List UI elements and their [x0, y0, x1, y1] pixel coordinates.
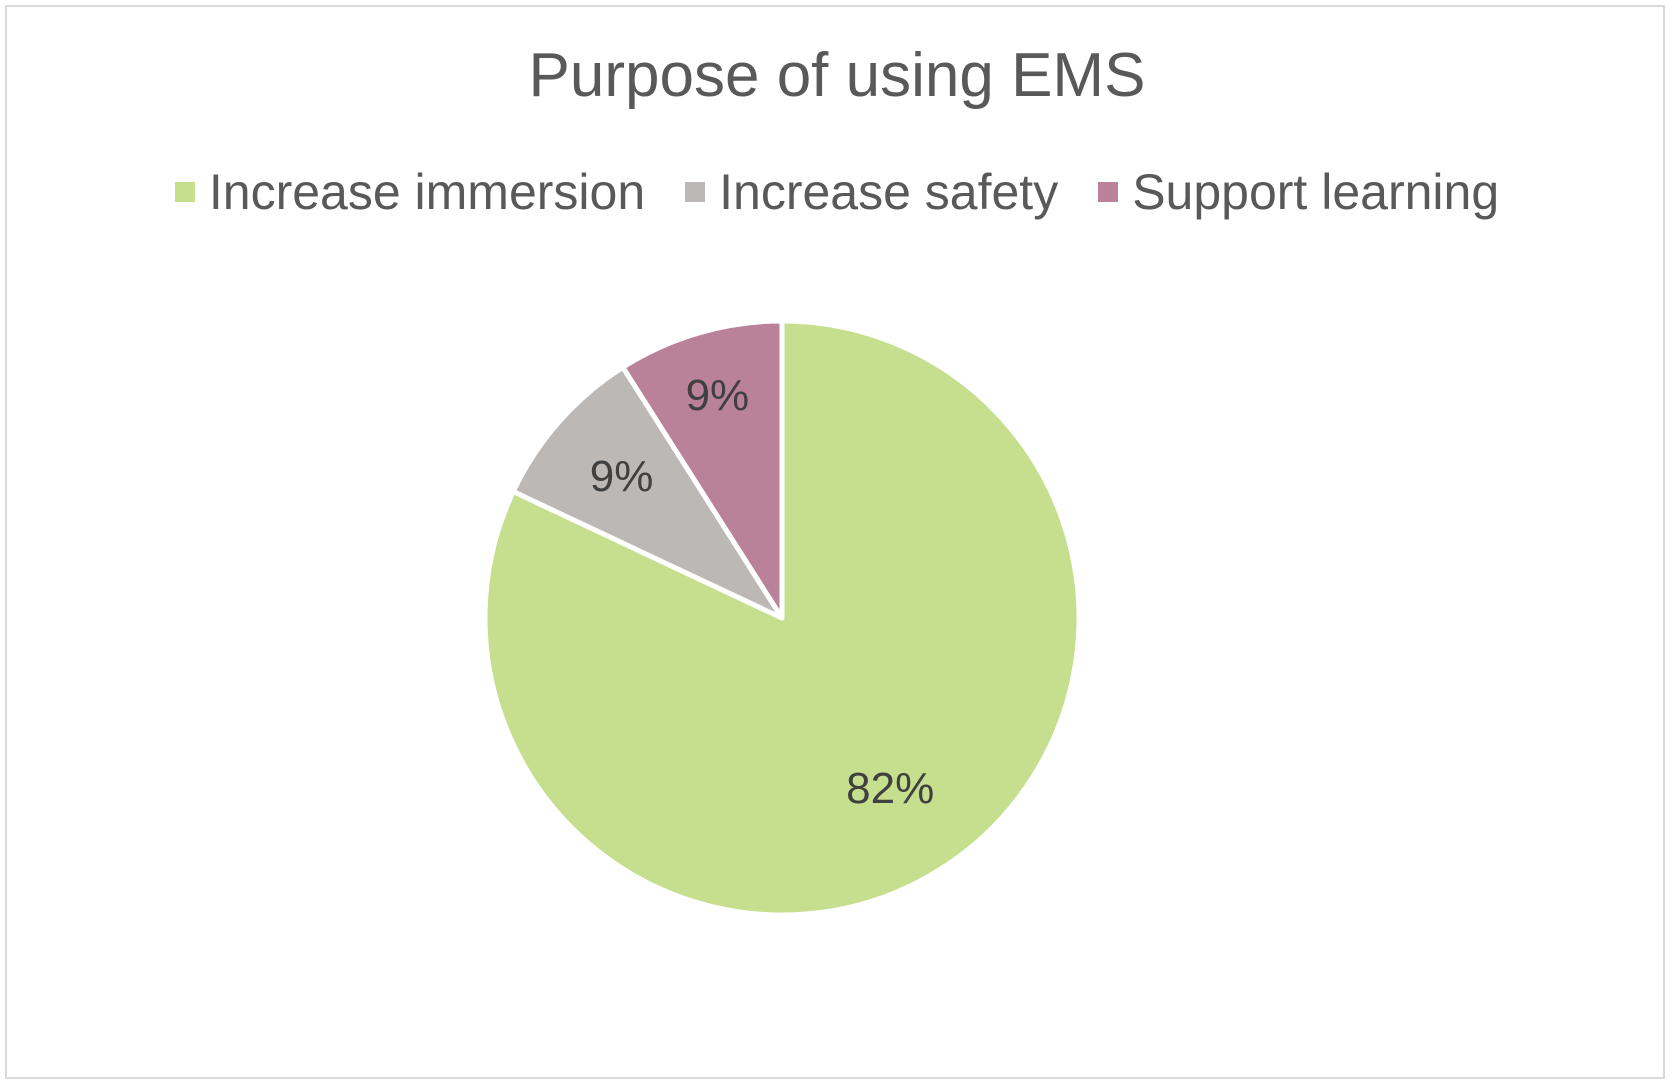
pie-slice-increase-immersion: [482, 318, 1082, 918]
pie-slice-increase-safety: [510, 364, 785, 621]
legend-item-increase-safety: Increase safety: [685, 167, 1058, 217]
pie-labels: 82% 9% 9%: [590, 371, 934, 813]
pie-slice-support-learning: [620, 318, 785, 621]
chart-frame: Purpose of using EMS Increase immersion …: [5, 5, 1665, 1079]
data-label-increase-immersion: 82%: [846, 764, 934, 813]
legend: Increase immersion Increase safety Suppo…: [7, 167, 1667, 217]
chart-title: Purpose of using EMS: [528, 41, 1146, 110]
legend-label-increase-safety: Increase safety: [719, 164, 1059, 220]
pie-chart: 82% 9% 9%: [482, 318, 1082, 918]
legend-item-increase-immersion: Increase immersion: [174, 164, 646, 220]
legend-swatch-support-learning: [1098, 182, 1119, 202]
legend-label-increase-immersion: Increase immersion: [208, 164, 646, 220]
legend-item-support-learning: Support learning: [1098, 167, 1499, 217]
data-label-increase-safety: 9%: [590, 452, 654, 501]
pie-slices: [482, 318, 1082, 918]
legend-swatch-increase-immersion: [174, 182, 195, 202]
legend-swatch-increase-safety: [685, 182, 706, 202]
data-label-support-learning: 9%: [686, 371, 750, 420]
legend-label-support-learning: Support learning: [1132, 164, 1500, 220]
